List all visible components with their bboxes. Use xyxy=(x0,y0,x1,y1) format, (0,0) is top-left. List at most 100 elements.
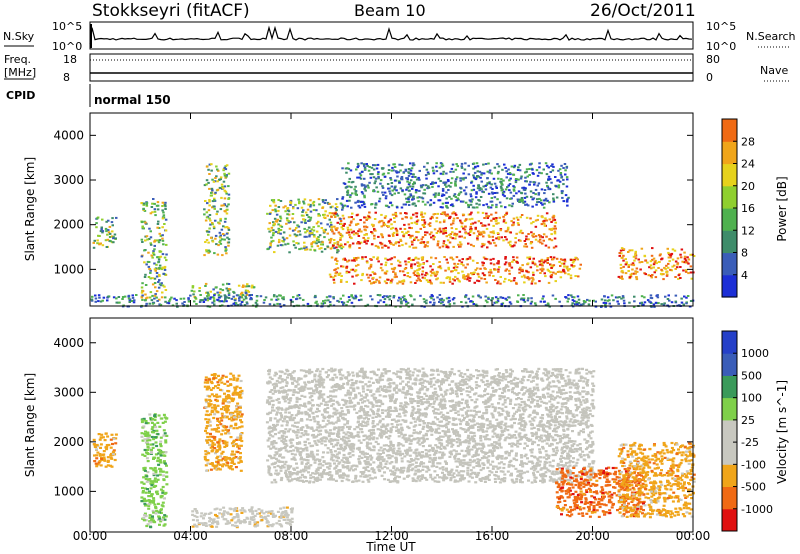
power-cell xyxy=(314,294,317,297)
power-cell xyxy=(333,242,336,245)
power-cell xyxy=(225,205,229,208)
power-cell xyxy=(647,274,650,277)
power-cell xyxy=(508,262,511,265)
power-cell xyxy=(463,228,467,231)
power-cell xyxy=(142,227,145,230)
power-cell xyxy=(104,227,108,230)
power-cell xyxy=(538,171,541,174)
nave-tick-top: 80 xyxy=(706,53,720,66)
power-cell xyxy=(530,241,533,244)
power-cell xyxy=(106,238,110,241)
velocity-cell xyxy=(557,389,561,392)
velocity-cell xyxy=(467,450,471,453)
power-cell xyxy=(296,234,299,237)
power-cell xyxy=(562,270,566,273)
power-cell xyxy=(365,233,368,236)
power-cell xyxy=(620,247,624,250)
power-cell xyxy=(106,233,109,236)
power-cell xyxy=(360,200,363,203)
power-cell xyxy=(552,227,555,230)
power-cell xyxy=(293,228,297,231)
power-cell xyxy=(444,244,448,246)
power-cell xyxy=(159,235,163,237)
power-cell xyxy=(156,226,159,229)
velocity-cell xyxy=(153,414,157,418)
velocity-cell xyxy=(527,415,531,418)
power-cell xyxy=(313,249,317,252)
velocity-cell xyxy=(208,438,211,441)
power-cell xyxy=(382,224,385,227)
power-cell xyxy=(278,220,282,222)
power-cell xyxy=(127,297,131,300)
power-cell xyxy=(492,217,495,220)
velocity-cell xyxy=(260,511,264,514)
velocity-cell xyxy=(386,429,390,432)
velocity-cell xyxy=(239,419,242,422)
power-cell xyxy=(437,177,441,180)
power-cell xyxy=(149,291,153,294)
power-cell xyxy=(112,237,115,240)
power-cell xyxy=(323,213,326,216)
power-cell xyxy=(535,169,539,172)
power-cell xyxy=(559,173,563,176)
velocity-cell xyxy=(512,465,516,468)
power-cell xyxy=(472,184,475,187)
power-cell xyxy=(413,221,417,224)
velocity-cell xyxy=(204,453,208,456)
power-cell xyxy=(482,191,485,194)
velocity-cell xyxy=(251,510,255,513)
power-cell xyxy=(152,198,155,200)
power-cell xyxy=(274,210,277,213)
power-cell xyxy=(208,163,212,166)
power-cell xyxy=(541,264,544,267)
power-cell xyxy=(521,270,524,273)
velocity-cell xyxy=(443,390,447,393)
velocity-cell xyxy=(324,429,328,432)
power-cell xyxy=(341,206,345,209)
power-cell xyxy=(141,298,144,301)
power-cell xyxy=(214,177,217,179)
power-cell xyxy=(342,301,346,304)
velocity-cell xyxy=(565,436,569,439)
power-cell xyxy=(528,256,532,259)
power-cell xyxy=(677,274,681,277)
power-cell xyxy=(493,166,497,169)
velocity-cell xyxy=(330,370,334,373)
power-cell xyxy=(424,174,428,177)
power-cell xyxy=(408,226,411,229)
power-cell xyxy=(575,300,578,303)
power-cell xyxy=(315,222,319,225)
power-cell xyxy=(555,185,558,188)
power-cell xyxy=(474,178,478,181)
power-cell xyxy=(161,234,164,237)
velocity-cell xyxy=(146,437,150,440)
power-cell xyxy=(490,299,493,302)
velocity-cell xyxy=(220,419,224,422)
velocity-cell xyxy=(357,420,360,423)
power-cell xyxy=(390,185,394,188)
power-cell xyxy=(94,300,97,303)
power-cell xyxy=(484,188,488,191)
power-cell xyxy=(340,226,343,229)
power-cell xyxy=(606,296,610,299)
power-cell xyxy=(485,212,488,215)
power-cell xyxy=(430,215,434,218)
power-cell xyxy=(224,210,227,213)
power-cell xyxy=(224,297,227,300)
power-cell xyxy=(549,178,552,181)
power-cell xyxy=(510,165,514,168)
velocity-cell xyxy=(213,413,217,416)
power-cell xyxy=(309,218,312,221)
power-cell xyxy=(507,279,511,282)
power-cell xyxy=(473,171,477,174)
power-cell xyxy=(377,177,380,180)
power-cell xyxy=(382,194,385,196)
velocity-cell xyxy=(162,516,165,519)
velocity-cell xyxy=(220,408,223,411)
power-cell xyxy=(686,261,689,264)
power-cell xyxy=(221,304,224,307)
power-cell xyxy=(153,297,156,300)
power-cell xyxy=(336,214,340,217)
velocity-cell xyxy=(228,456,231,460)
power-cell xyxy=(339,236,342,239)
